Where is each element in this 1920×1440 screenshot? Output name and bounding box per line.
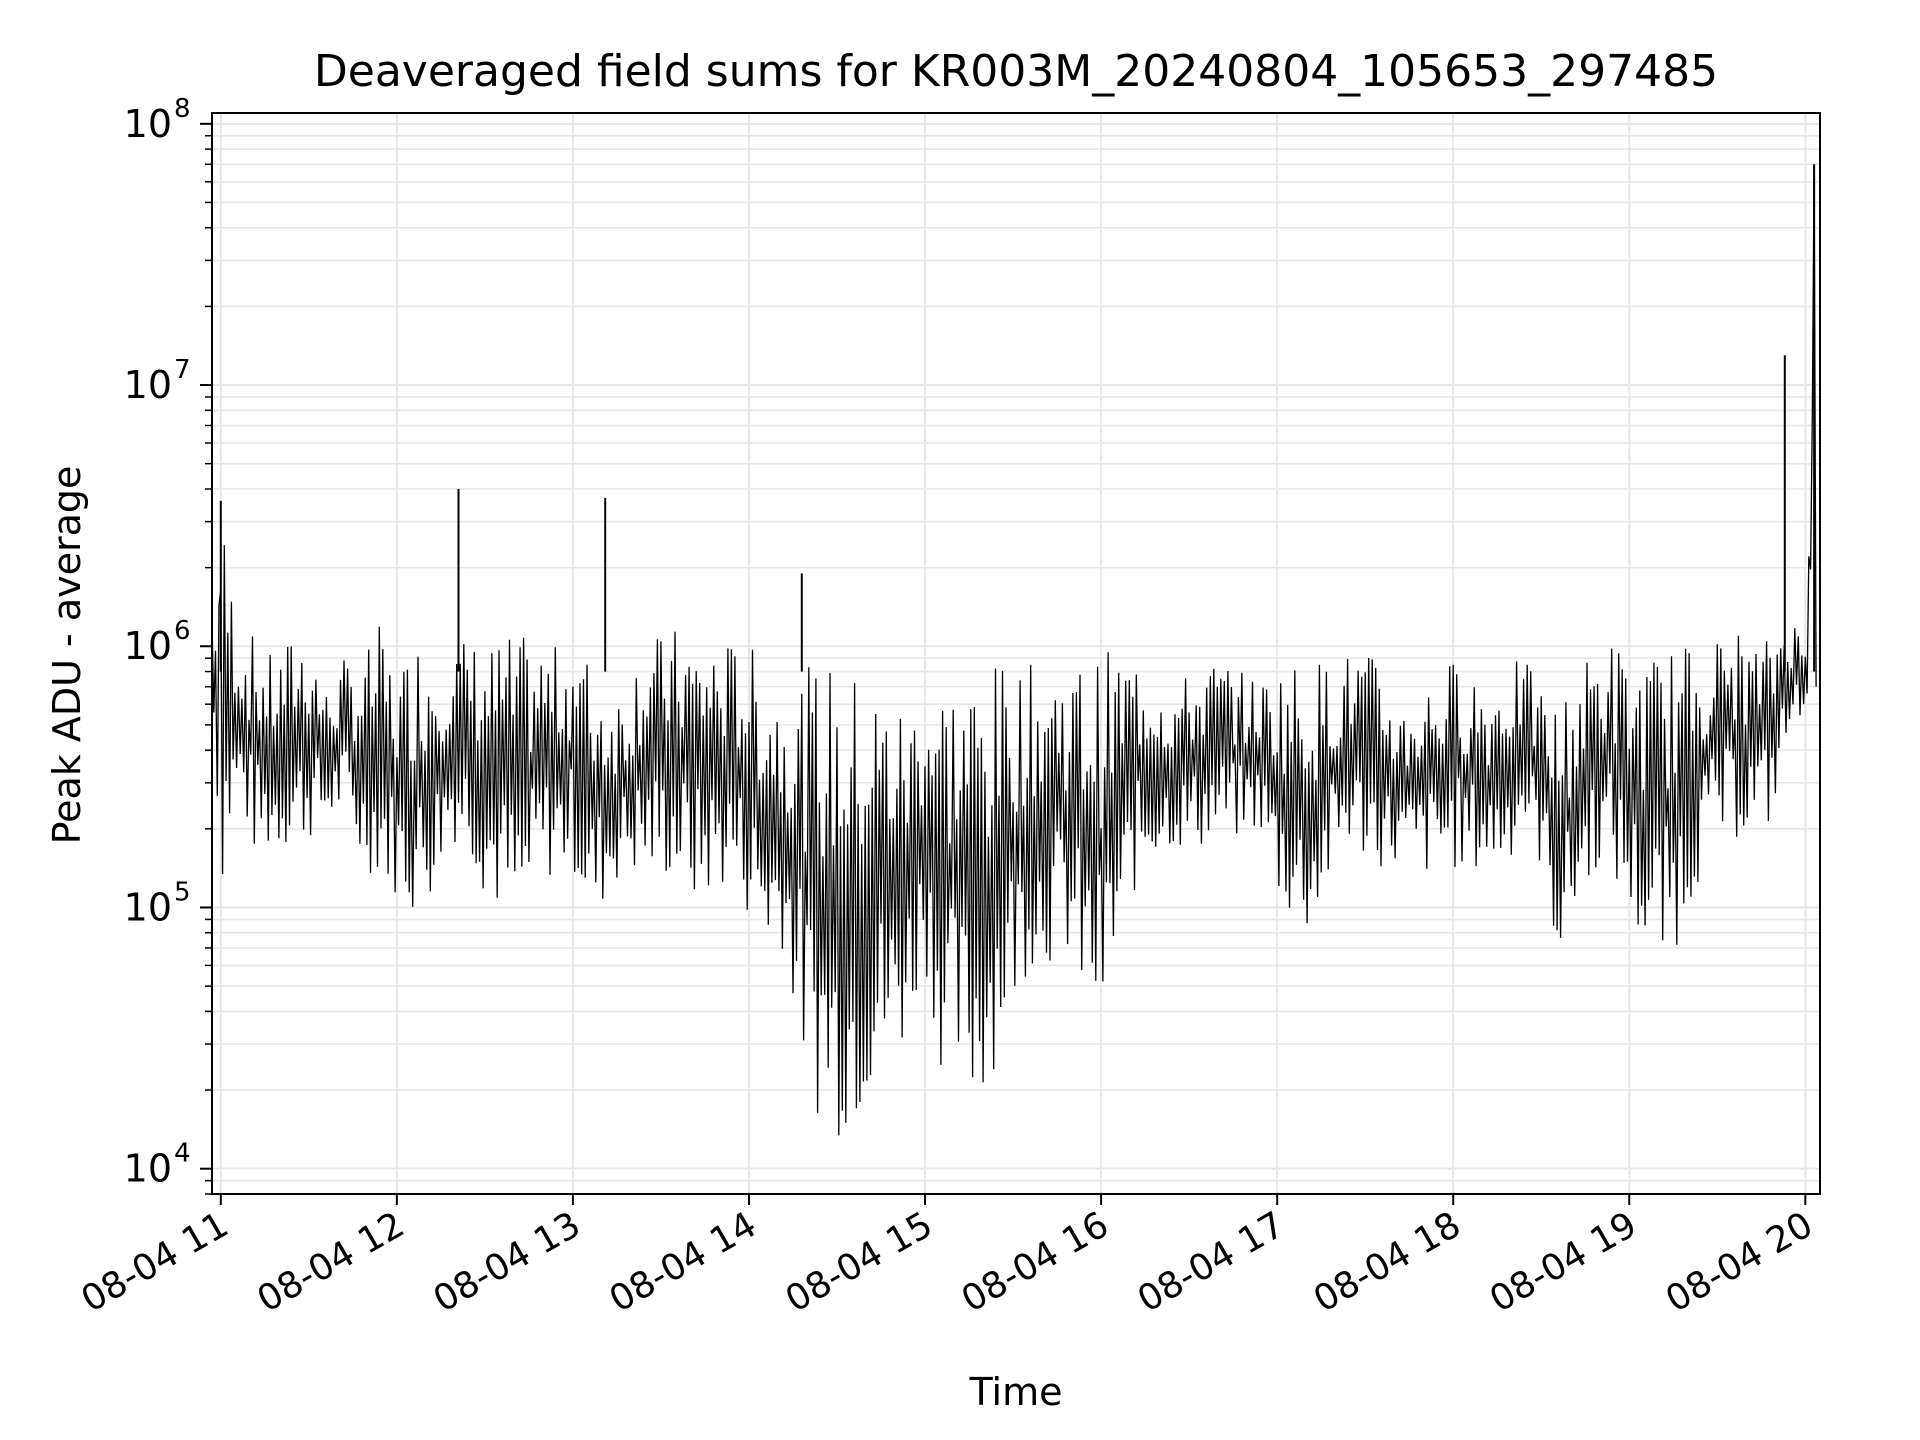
x-axis-label: Time — [969, 1370, 1063, 1414]
y-tick-exponent: 5 — [174, 877, 191, 907]
y-tick-label: 10 — [124, 885, 172, 929]
y-tick-label: 10 — [124, 624, 172, 668]
x-tick-label: 08-04 17 — [1131, 1204, 1292, 1320]
grid — [212, 113, 1820, 1195]
x-tick-label: 08-04 18 — [1307, 1204, 1468, 1320]
x-tick-label: 08-04 13 — [427, 1204, 588, 1320]
x-tick-label: 08-04 20 — [1659, 1204, 1820, 1320]
y-tick-label: 10 — [124, 363, 172, 407]
y-tick-exponent: 4 — [174, 1139, 191, 1169]
y-tick-exponent: 6 — [174, 616, 191, 646]
plot-frame — [211, 112, 1821, 1195]
x-tick-label: 08-04 11 — [75, 1204, 236, 1320]
x-tick-label: 08-04 14 — [603, 1204, 764, 1320]
y-tick-exponent: 7 — [174, 355, 191, 385]
series-line — [211, 164, 1817, 1136]
x-tick-label: 08-04 16 — [955, 1204, 1116, 1320]
y-axis-label: Peak ADU - average — [45, 466, 89, 845]
y-tick-label: 10 — [124, 102, 172, 146]
data-series — [211, 164, 1817, 1136]
x-axis-ticks: 08-04 11 08-04 12 08-04 13 08-04 14 08-04 15… — [75, 1194, 1820, 1321]
x-tick-label: 08-04 15 — [779, 1204, 940, 1320]
y-tick-exponent: 8 — [174, 94, 191, 124]
y-tick-label: 10 — [124, 1147, 172, 1191]
chart-title: Deaveraged field sums for KR003M_2024080… — [314, 46, 1718, 97]
x-tick-label: 08-04 12 — [251, 1204, 412, 1320]
x-tick-label: 08-04 19 — [1483, 1204, 1644, 1320]
